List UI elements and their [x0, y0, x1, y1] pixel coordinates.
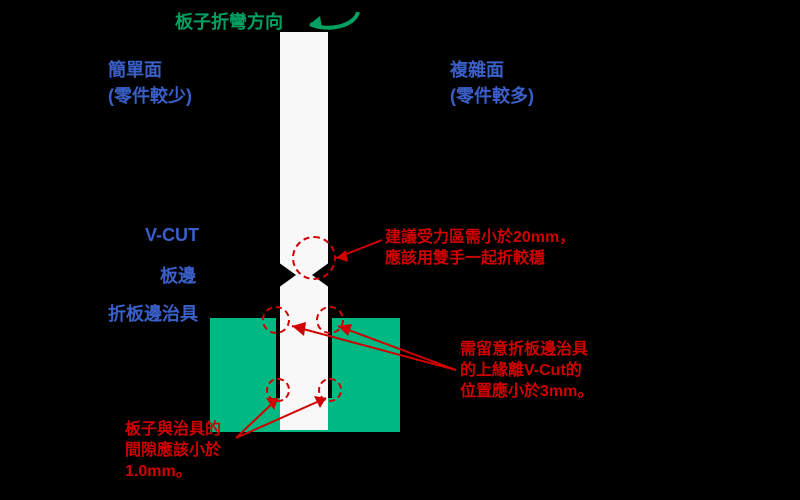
callout-lines	[0, 0, 800, 500]
